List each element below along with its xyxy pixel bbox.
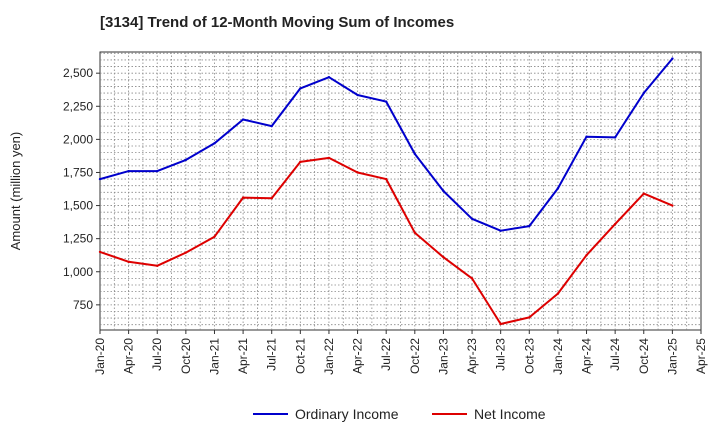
x-tick-label: Jan-25 [665, 338, 679, 375]
x-tick-label: Jan-22 [322, 338, 336, 375]
chart-title: [3134] Trend of 12-Month Moving Sum of I… [100, 14, 455, 31]
x-tick-label: Jan-24 [551, 338, 565, 375]
data-point-ordinary-income [413, 152, 417, 156]
data-point-net-income [556, 292, 560, 295]
data-point-net-income [528, 316, 531, 319]
data-point-ordinary-income [270, 124, 273, 128]
x-tick-label: Apr-22 [351, 338, 365, 374]
y-tick-label: 750 [73, 298, 93, 312]
data-point-ordinary-income [98, 177, 102, 181]
data-point-ordinary-income [184, 158, 188, 162]
data-point-net-income [213, 235, 216, 238]
x-tick-label: Oct-23 [522, 338, 536, 374]
x-tick-label: Jul-20 [150, 338, 164, 371]
data-point-ordinary-income [613, 136, 617, 139]
x-tick-label: Oct-22 [408, 338, 422, 374]
data-point-net-income [241, 196, 245, 199]
data-point-ordinary-income [642, 91, 645, 95]
data-point-ordinary-income [127, 169, 130, 173]
data-point-ordinary-income [556, 187, 560, 190]
plot-area [99, 51, 702, 331]
data-point-net-income [442, 255, 445, 259]
data-point-ordinary-income [585, 135, 588, 138]
data-point-net-income [156, 264, 159, 267]
y-tick-label: 1,750 [63, 165, 93, 179]
data-point-net-income [613, 222, 617, 226]
y-tick-label: 1,000 [63, 265, 93, 279]
x-tick-label: Apr-25 [694, 338, 708, 374]
y-axis-title: Amount (million yen) [8, 132, 23, 251]
data-point-net-income [98, 250, 102, 254]
data-point-ordinary-income [499, 229, 502, 232]
data-point-ordinary-income [356, 93, 359, 97]
y-tick-label: 2,250 [63, 99, 93, 113]
x-tick-label: Oct-24 [637, 338, 651, 374]
data-point-ordinary-income [384, 100, 388, 103]
data-point-net-income [270, 197, 273, 200]
y-tick-label: 1,500 [63, 199, 93, 213]
data-point-net-income [184, 251, 188, 254]
x-tick-label: Jul-21 [265, 338, 279, 371]
data-point-net-income [384, 177, 388, 181]
y-tick-label: 2,000 [63, 132, 93, 146]
x-tick-label: Jan-20 [93, 338, 107, 375]
y-tick-label: 2,500 [63, 66, 93, 80]
x-tick-label: Apr-21 [236, 338, 250, 374]
data-point-ordinary-income [156, 169, 159, 173]
x-tick-label: Jul-22 [379, 338, 393, 371]
x-tick-label: Oct-21 [293, 338, 307, 374]
x-tick-label: Apr-23 [465, 338, 479, 374]
data-point-net-income [642, 192, 645, 195]
data-point-net-income [356, 171, 359, 174]
data-point-ordinary-income [442, 189, 445, 193]
data-point-ordinary-income [327, 75, 331, 79]
data-point-net-income [413, 231, 417, 234]
data-point-net-income [299, 160, 302, 164]
data-point-net-income [671, 204, 674, 207]
data-point-ordinary-income [213, 142, 216, 145]
legend-label: Ordinary Income [295, 406, 399, 422]
x-tick-label: Jan-21 [207, 338, 221, 375]
x-tick-label: Jul-23 [494, 338, 508, 371]
x-tick-label: Jan-23 [436, 338, 450, 375]
data-point-net-income [585, 254, 588, 257]
x-tick-label: Oct-20 [179, 338, 193, 374]
data-point-ordinary-income [671, 57, 674, 60]
legend-label: Net Income [474, 406, 546, 422]
x-tick-label: Apr-24 [580, 338, 594, 374]
data-point-ordinary-income [528, 224, 531, 228]
data-point-ordinary-income [470, 217, 474, 220]
data-point-ordinary-income [241, 118, 245, 121]
y-tick-label: 1,250 [63, 232, 93, 246]
data-point-net-income [127, 260, 130, 264]
data-point-ordinary-income [299, 87, 302, 90]
data-point-net-income [499, 322, 502, 326]
x-tick-label: Apr-20 [122, 338, 136, 374]
data-point-net-income [327, 156, 331, 160]
data-point-net-income [470, 277, 474, 280]
x-tick-label: Jul-24 [608, 338, 622, 371]
